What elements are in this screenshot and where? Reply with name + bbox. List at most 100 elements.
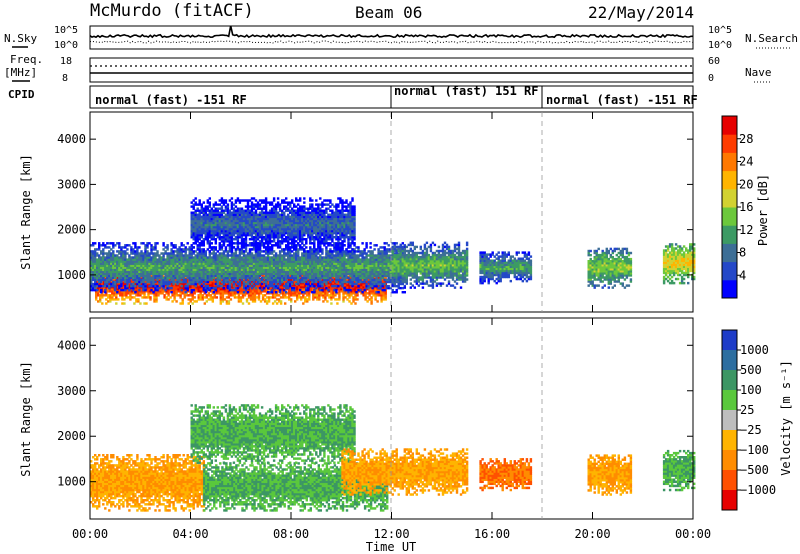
- echo-cell: [300, 286, 303, 289]
- echo-cell: [237, 294, 241, 297]
- echo-cell: [128, 268, 131, 272]
- echo-cell: [217, 292, 221, 295]
- echo-cell: [299, 262, 302, 265]
- echo-cell: [90, 288, 93, 292]
- echo-cell: [150, 276, 153, 280]
- echo-cell: [269, 296, 273, 299]
- echo-cell: [170, 254, 173, 257]
- echo-cell: [162, 280, 165, 284]
- echo-cell: [188, 266, 191, 269]
- echo-cell: [116, 268, 119, 272]
- echo-cell: [144, 278, 147, 282]
- echo-cell: [98, 272, 101, 276]
- echo-cell: [132, 282, 135, 286]
- echo-cell: [168, 286, 171, 290]
- echo-cell: [237, 300, 241, 303]
- echo-cell: [154, 242, 157, 245]
- echo-cell: [182, 278, 185, 282]
- echo-cell: [118, 260, 121, 263]
- echo-cell: [208, 276, 212, 280]
- echo-cell: [124, 244, 127, 247]
- echo-cell: [178, 260, 181, 263]
- echo-cell: [208, 274, 212, 278]
- echo-cell: [146, 262, 149, 265]
- echo-cell: [152, 254, 155, 257]
- echo-cell: [194, 264, 197, 267]
- echo-cell: [95, 298, 98, 301]
- echo-cell: [146, 260, 149, 263]
- echo-cell: [97, 300, 100, 303]
- echo-cell: [219, 302, 223, 305]
- echo-cell: [132, 258, 135, 261]
- echo-cell: [166, 284, 169, 288]
- echo-cell: [176, 258, 179, 261]
- echo-cell: [221, 296, 225, 299]
- echo-cell: [173, 290, 176, 293]
- echo-cell: [227, 296, 231, 299]
- echo-cell: [176, 280, 179, 284]
- echo-cell: [263, 300, 267, 303]
- echo-cell: [202, 250, 206, 253]
- echo-cell: [96, 268, 99, 272]
- echo-cell: [100, 280, 103, 284]
- echo-cell: [178, 276, 181, 280]
- echo-cell: [96, 282, 99, 286]
- echo-cell: [210, 258, 214, 261]
- echo-cell: [142, 256, 145, 259]
- echo-cell: [182, 254, 185, 257]
- echo-cell: [251, 292, 255, 295]
- echo-cell: [208, 272, 212, 276]
- echo-cell: [186, 258, 189, 261]
- echo-cell: [152, 280, 155, 284]
- echo-cell: [210, 262, 214, 265]
- echo-cell: [110, 274, 113, 278]
- echo-cell: [225, 302, 229, 305]
- echo-cell: [172, 254, 175, 257]
- echo-cell: [152, 274, 155, 278]
- echo-cell: [170, 291, 173, 294]
- echo-cell: [198, 246, 201, 249]
- echo-cell: [290, 300, 293, 303]
- echo-cell: [267, 298, 271, 301]
- echo-cell: [180, 268, 183, 272]
- echo-cell: [118, 270, 121, 274]
- echo-cell: [114, 274, 117, 278]
- echo-cell: [198, 256, 201, 259]
- echo-cell: [159, 292, 162, 295]
- echo-cell: [188, 270, 191, 274]
- echo-cell: [126, 248, 129, 251]
- echo-cell: [120, 278, 123, 282]
- echo-cell: [114, 280, 117, 284]
- echo-cell: [109, 298, 112, 301]
- echo-cell: [182, 264, 185, 267]
- echo-cell: [190, 252, 193, 255]
- echo-cell: [110, 260, 113, 263]
- echo-cell: [120, 266, 123, 269]
- echo-cell: [238, 262, 242, 265]
- echo-cell: [279, 300, 283, 303]
- echo-cell: [98, 254, 101, 257]
- echo-cell: [278, 280, 282, 284]
- echo-cell: [104, 280, 107, 284]
- echo-cell: [90, 274, 93, 278]
- echo-cell: [192, 268, 195, 272]
- echo-cell: [111, 294, 114, 297]
- echo-cell: [152, 272, 155, 276]
- echo-cell: [132, 252, 135, 255]
- echo-cell: [140, 256, 143, 259]
- echo-cell: [96, 272, 99, 276]
- echo-cell: [218, 262, 222, 265]
- echo-cell: [219, 290, 223, 293]
- echo-cell: [212, 274, 216, 278]
- echo-cell: [192, 246, 195, 249]
- echo-cell: [118, 252, 121, 255]
- echo-cell: [122, 254, 125, 257]
- echo-cell: [102, 254, 105, 257]
- echo-cell: [382, 294, 385, 297]
- echo-cell: [94, 262, 97, 265]
- echo-cell: [170, 242, 173, 245]
- echo-cell: [92, 284, 95, 288]
- echo-cell: [194, 284, 197, 288]
- echo-cell: [112, 282, 115, 286]
- echo-cell: [228, 284, 232, 288]
